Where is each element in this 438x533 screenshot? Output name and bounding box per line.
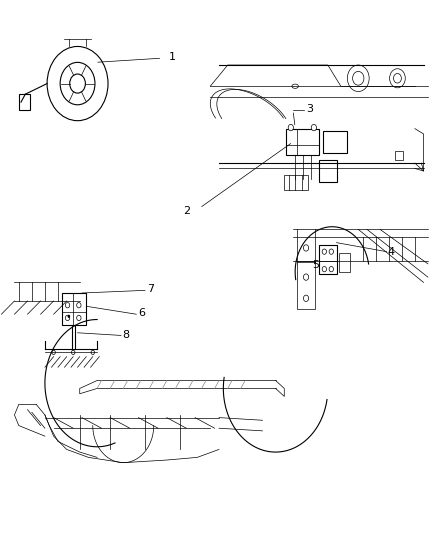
Circle shape xyxy=(71,350,75,354)
FancyBboxPatch shape xyxy=(395,151,403,160)
Circle shape xyxy=(329,249,333,254)
Circle shape xyxy=(91,350,95,354)
Circle shape xyxy=(67,315,70,318)
Circle shape xyxy=(65,316,70,320)
Circle shape xyxy=(288,124,293,131)
FancyBboxPatch shape xyxy=(286,128,319,155)
Text: 4: 4 xyxy=(388,247,395,257)
Text: 6: 6 xyxy=(138,308,145,318)
FancyBboxPatch shape xyxy=(319,245,336,274)
FancyBboxPatch shape xyxy=(19,94,30,110)
FancyBboxPatch shape xyxy=(323,131,347,152)
Circle shape xyxy=(329,266,333,272)
FancyBboxPatch shape xyxy=(62,293,86,325)
Circle shape xyxy=(304,274,309,280)
Circle shape xyxy=(311,124,317,131)
Text: 5: 5 xyxy=(313,261,320,270)
Circle shape xyxy=(304,245,309,251)
Text: 8: 8 xyxy=(122,330,130,341)
Circle shape xyxy=(77,303,81,308)
Ellipse shape xyxy=(292,84,298,88)
Text: 1: 1 xyxy=(169,52,176,62)
Text: 7: 7 xyxy=(147,284,154,294)
Circle shape xyxy=(65,303,70,308)
Circle shape xyxy=(77,316,81,320)
Text: 2: 2 xyxy=(184,206,191,216)
Circle shape xyxy=(304,295,309,302)
Circle shape xyxy=(52,350,55,354)
Circle shape xyxy=(322,266,326,272)
Circle shape xyxy=(322,249,326,254)
FancyBboxPatch shape xyxy=(339,253,350,272)
Text: 3: 3 xyxy=(306,104,313,114)
FancyBboxPatch shape xyxy=(319,160,336,182)
FancyBboxPatch shape xyxy=(284,175,308,190)
